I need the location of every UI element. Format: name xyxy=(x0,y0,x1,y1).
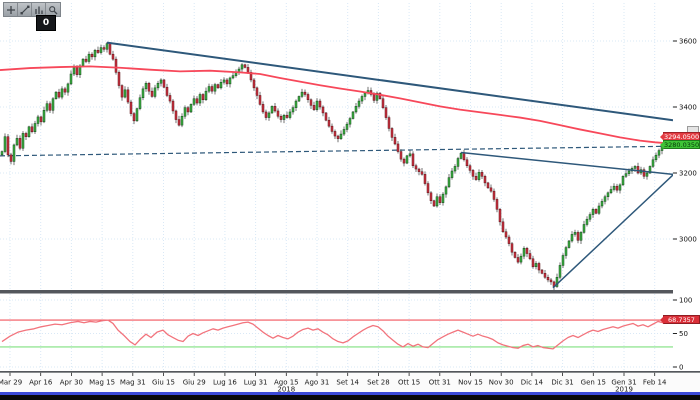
price-axis-label: 3200 xyxy=(679,170,697,178)
crosshair-icon xyxy=(6,5,15,14)
rsi-axis-label: 50 xyxy=(679,330,688,338)
date-axis-label: Mar 29 xyxy=(0,379,22,387)
panel-separator xyxy=(0,371,700,373)
major-descending-trendline[interactable] xyxy=(106,41,674,122)
date-axis-label: Gen 15 xyxy=(581,379,606,387)
rsi-value-tag: 68.7357 xyxy=(660,315,700,324)
date-axis-label: Ago 15 xyxy=(274,379,299,387)
indicator-tool-button[interactable] xyxy=(32,3,46,16)
chart-toolbar xyxy=(3,2,61,17)
window-bottom-bar xyxy=(0,394,700,400)
dashed-support-line[interactable] xyxy=(0,145,669,157)
date-axis-label: Ott 31 xyxy=(429,379,451,387)
candlestick-series xyxy=(0,41,664,290)
date-axis-label: Dic 14 xyxy=(521,379,544,387)
date-axis-label: Mag 15 xyxy=(89,379,115,387)
price-axis-label: 3400 xyxy=(679,104,697,112)
date-axis-label: Ago 31 xyxy=(305,379,330,387)
date-axis[interactable] xyxy=(0,372,700,392)
panel-separator[interactable] xyxy=(0,290,700,294)
date-axis-label: Mag 31 xyxy=(120,379,146,387)
minor-descending-trendline[interactable] xyxy=(460,151,674,176)
year-label: 2018 xyxy=(277,386,295,393)
ascending-trendline[interactable] xyxy=(552,174,674,289)
year-label: 2019 xyxy=(615,386,633,393)
magnifier-icon xyxy=(49,5,58,14)
date-axis-label: Lug 16 xyxy=(213,379,237,387)
date-axis-label: Nov 30 xyxy=(489,379,514,387)
rsi-axis-label: 100 xyxy=(679,297,692,305)
date-axis-label: Set 28 xyxy=(367,379,390,387)
date-axis-label: Gen 31 xyxy=(611,379,636,387)
price-axis-label: 3000 xyxy=(679,236,697,244)
date-axis-label: Lug 31 xyxy=(244,379,268,387)
date-axis-label: Apr 16 xyxy=(29,379,53,387)
trendline-tool-button[interactable] xyxy=(18,3,32,16)
date-axis-label: Dic 31 xyxy=(551,379,573,387)
objects-count-badge: 0 xyxy=(36,15,56,31)
date-axis-label: Set 14 xyxy=(336,379,359,387)
date-axis-label: Giu 15 xyxy=(152,379,175,387)
date-axis-label: Apr 30 xyxy=(60,379,83,387)
moving-average-line[interactable] xyxy=(0,65,669,145)
crosshair-tool-button[interactable] xyxy=(4,3,18,16)
date-axis-label: Feb 14 xyxy=(643,379,667,387)
price-axis[interactable] xyxy=(673,0,700,371)
date-axis-label: Ott 15 xyxy=(398,379,420,387)
zoom-tool-button[interactable] xyxy=(46,3,60,16)
window-bottom-accent xyxy=(0,392,700,395)
rsi-axis-label: 0 xyxy=(679,364,683,372)
rsi-line xyxy=(1,319,673,350)
price-axis-label: 3600 xyxy=(679,38,697,46)
date-axis-label: Giu 29 xyxy=(183,379,206,387)
date-axis-label: Nov 15 xyxy=(458,379,483,387)
trendline-icon xyxy=(20,5,29,14)
bars-icon xyxy=(34,6,43,14)
current-price-tag: 3280.0350 xyxy=(660,140,700,149)
